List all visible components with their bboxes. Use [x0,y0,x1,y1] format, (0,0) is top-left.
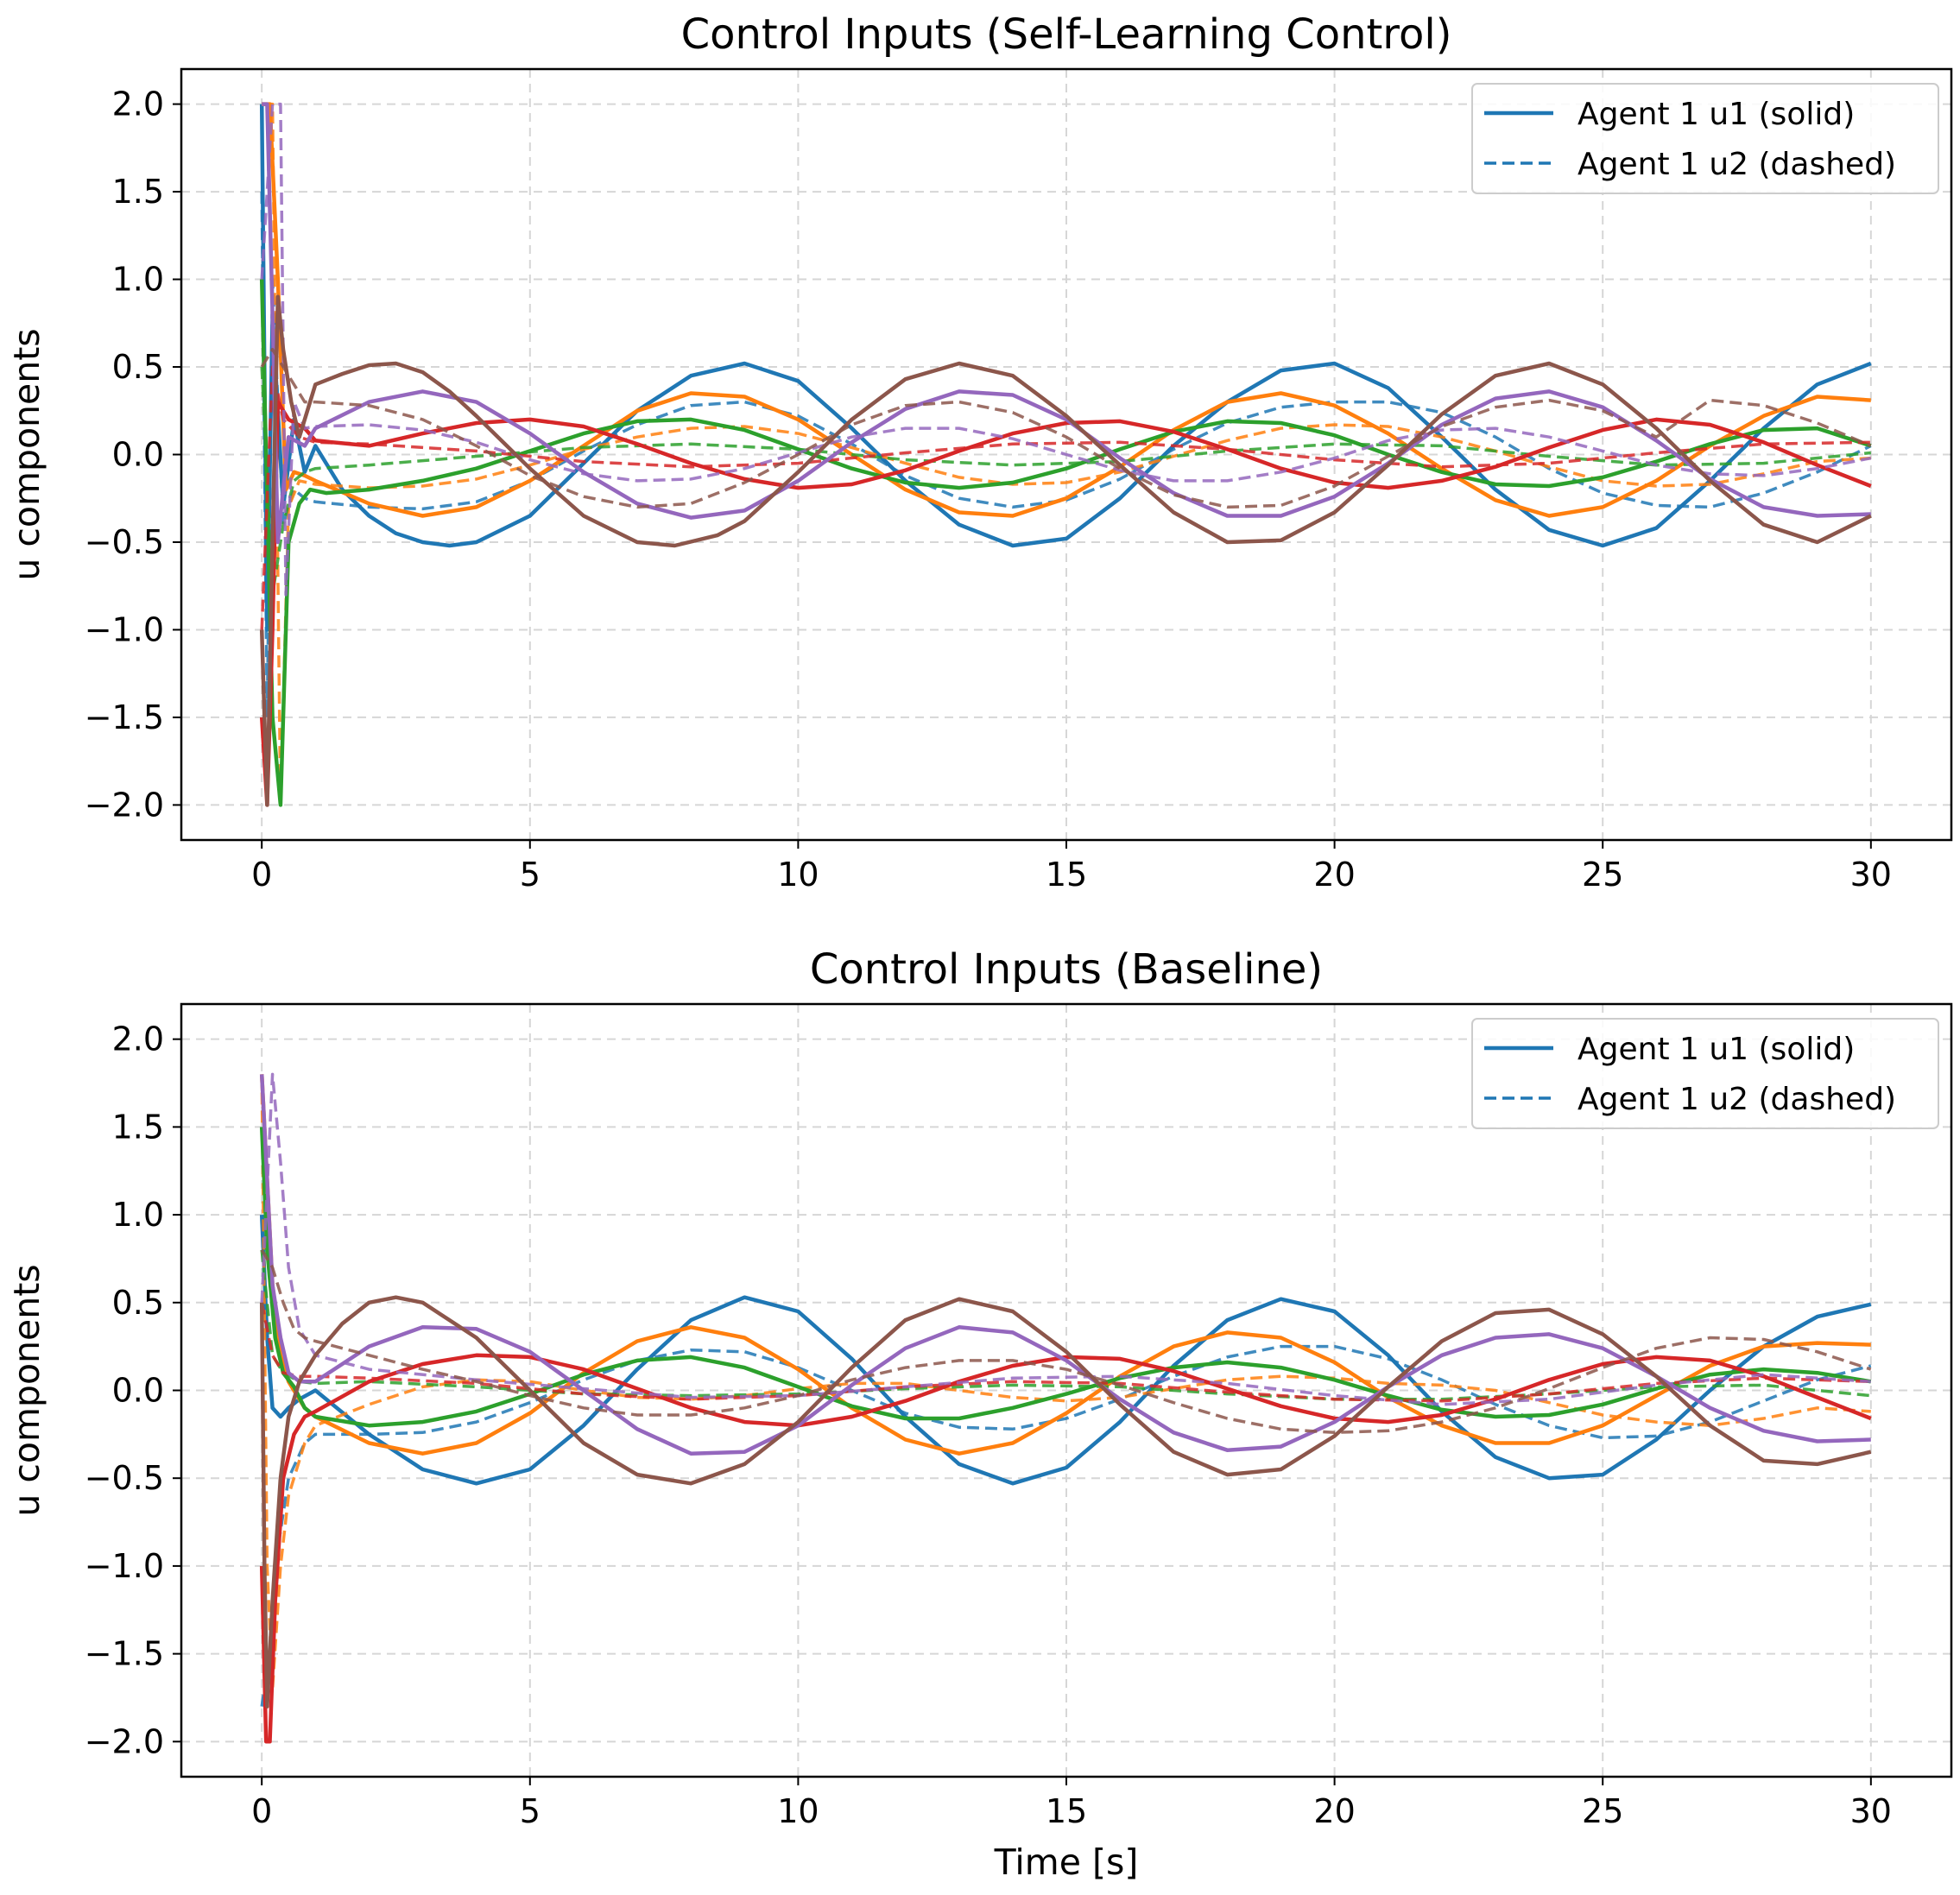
y-tick-label: 1.5 [112,173,164,211]
y-tick-label: −0.5 [85,523,164,561]
series-line-9 [262,102,1871,545]
x-tick-label: 20 [1313,856,1355,894]
y-tick-label: −1.5 [85,698,164,736]
series-line-12 [260,1248,1872,1435]
series-group [259,1072,1872,1744]
legend-label: Agent 1 u2 (dashed) [1577,147,1896,182]
series-line-7 [259,1353,1872,1744]
y-axis-label: u components [6,1264,47,1516]
y-tick-label: −0.5 [85,1459,164,1497]
series-line-3 [262,102,1871,518]
legend: Agent 1 u1 (solid) Agent 1 u2 (dashed) [1471,1018,1939,1129]
legend-label: Agent 1 u1 (solid) [1577,97,1855,132]
series-line-8 [260,365,1871,630]
x-tick-label: 15 [1046,856,1087,894]
legend-box [1471,83,1939,194]
x-tick-label: 10 [777,856,819,894]
series-line-4 [260,1074,1871,1691]
chart-panel-2: 0 5 10 15 20 25 30 2.0 1.5 1.0 0.5 0.0 −0.5 −1.0 −1.5 −… [6,945,1953,1883]
x-tick-label: 5 [520,856,541,894]
x-tick-label: 0 [251,856,272,894]
x-axis-label: Time [s] [994,1841,1139,1883]
series-line-7 [259,400,1872,807]
y-tick-label: 1.0 [112,261,164,299]
y-tick-label: −1.0 [85,610,164,648]
legend-box [1471,1018,1939,1129]
y-tick-label: −2.0 [85,1722,164,1760]
series-line-11 [259,1295,1872,1709]
y-tick-label: 0.0 [112,1372,164,1410]
y-tick-label: 0.5 [112,1284,164,1322]
series-line-9 [259,1074,1871,1456]
y-tick-label: −1.0 [85,1547,164,1585]
series-line-10 [260,102,1872,597]
y-tick-label: −1.5 [85,1635,164,1673]
y-tick-label: 2.0 [112,85,164,123]
series-line-11 [259,294,1872,807]
legend-label: Agent 1 u1 (solid) [1577,1032,1855,1067]
y-tick-label: −2.0 [85,786,164,824]
x-tick-label: 10 [777,1792,819,1830]
chart-panel-1: 0 5 10 15 20 25 30 2.0 1.5 1.0 0.5 0.0 −0.5 −1.0 −1.5 −… [6,10,1953,894]
y-axis-label: u components [6,328,47,580]
x-tick-label: 25 [1582,1792,1623,1830]
x-tick-label: 0 [251,1792,272,1830]
series-line-1 [259,1215,1872,1486]
x-tick-label: 15 [1046,1792,1087,1830]
chart-title: Control Inputs (Baseline) [810,945,1323,994]
x-tick-label: 25 [1582,856,1623,894]
series-line-4 [262,102,1871,807]
x-tick-label: 30 [1850,856,1892,894]
series-group [259,102,1872,807]
y-tick-label: 0.5 [112,348,164,386]
series-line-6 [260,366,1871,597]
legend-label: Agent 1 u2 (dashed) [1577,1082,1896,1117]
y-tick-label: 2.0 [112,1020,164,1058]
y-tick-label: 0.0 [112,436,164,474]
y-tick-label: 1.0 [112,1196,164,1234]
series-line-5 [259,1127,1872,1428]
chart-title: Control Inputs (Self-Learning Control) [681,10,1452,59]
x-tick-label: 5 [520,1792,541,1830]
series-line-5 [259,279,1872,807]
x-tick-label: 20 [1313,1792,1355,1830]
y-tick-label: 1.5 [112,1108,164,1146]
x-tick-label: 30 [1850,1792,1892,1830]
series-line-1 [259,104,1872,632]
legend: Agent 1 u1 (solid) Agent 1 u2 (dashed) [1471,83,1939,194]
series-line-12 [260,347,1872,509]
